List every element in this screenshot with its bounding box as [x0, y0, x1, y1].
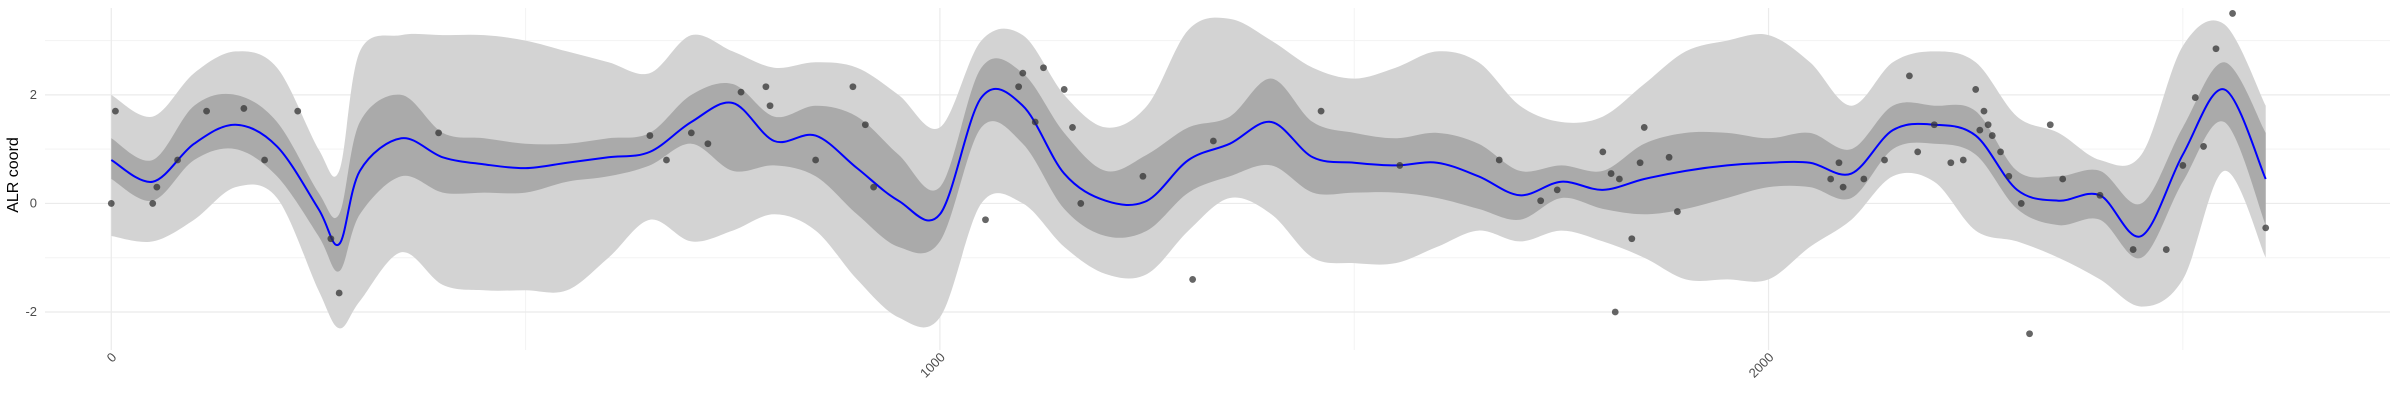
observation-point [1077, 200, 1085, 207]
observation-point [327, 235, 335, 243]
observation-point [1031, 118, 1039, 126]
y-tick-label: 0 [30, 195, 37, 210]
observation-point [1317, 107, 1325, 115]
observation-point [2017, 200, 2025, 207]
observation-point [149, 200, 157, 207]
observation-point [1947, 159, 1955, 167]
observation-point [2162, 246, 2170, 253]
observation-point [1611, 308, 1619, 316]
observation-point [1019, 69, 1027, 77]
observation-point [1860, 175, 1868, 183]
observation-point [1640, 124, 1648, 131]
observation-point [849, 83, 857, 91]
observation-point [153, 183, 161, 191]
observation-point [2059, 175, 2067, 183]
observation-point [1980, 107, 1988, 115]
observation-point [1553, 186, 1561, 194]
mean-line [110, 87, 2267, 247]
observation-point [861, 121, 869, 129]
observation-point [1988, 132, 1996, 139]
observation-point [107, 200, 115, 207]
observation-point [1976, 126, 1984, 134]
observation-point [2046, 121, 2054, 129]
point-layer [107, 10, 2270, 338]
observation-point [1607, 170, 1615, 177]
observation-point [1881, 156, 1888, 164]
x-tick-label: 0 [104, 350, 120, 366]
observation-point [2262, 224, 2270, 232]
observation-point [687, 129, 695, 137]
observation-point [1905, 72, 1913, 80]
observation-point [2212, 45, 2220, 53]
observation-point [762, 83, 770, 91]
observation-point [1914, 148, 1922, 156]
observation-point [2096, 191, 2104, 199]
observation-point [203, 107, 210, 115]
observation-point [812, 156, 820, 164]
observation-point [704, 140, 712, 148]
observation-point [982, 216, 989, 224]
observation-point [1209, 137, 1217, 145]
observation-point [1189, 276, 1197, 283]
observation-point [1015, 83, 1023, 91]
observation-point [1835, 159, 1843, 167]
observation-point [1040, 64, 1047, 72]
observation-point [2191, 94, 2199, 101]
observation-point [1636, 159, 1644, 167]
observation-point [1495, 156, 1503, 164]
observation-point [1827, 175, 1835, 183]
observation-point [1984, 121, 1992, 129]
observation-point [2129, 246, 2137, 253]
band-layer [111, 17, 2266, 329]
observation-point [112, 107, 119, 115]
observation-point [261, 156, 268, 164]
observation-point [1069, 124, 1076, 131]
observation-point [1615, 175, 1623, 183]
observation-point [2179, 162, 2187, 169]
observation-point [737, 88, 745, 96]
x-tick-label: 2000 [1746, 350, 1777, 381]
line-layer [110, 87, 2267, 247]
observation-point [2026, 330, 2033, 338]
observation-point [1628, 235, 1636, 243]
observation-point [1997, 148, 2004, 156]
observation-point [1959, 156, 1967, 164]
observation-point [766, 102, 774, 110]
observation-point [240, 105, 248, 112]
observation-point [1930, 121, 1938, 129]
observation-point [294, 107, 302, 115]
observation-point [435, 129, 442, 137]
y-tick-label: -2 [25, 304, 37, 319]
observation-point [2005, 172, 2013, 180]
observation-point [1665, 153, 1673, 161]
observation-point [1673, 208, 1681, 215]
observation-point [174, 156, 181, 164]
observation-point [1839, 183, 1847, 191]
observation-point [1972, 86, 1980, 93]
x-tick-label: 1000 [917, 350, 948, 381]
observation-point [1060, 86, 1068, 93]
observation-point [2229, 10, 2236, 17]
observation-point [1139, 172, 1147, 180]
observation-point [870, 183, 878, 191]
observation-point [663, 156, 670, 164]
observation-point [1396, 162, 1404, 169]
observation-point [335, 289, 343, 297]
observation-point [1537, 197, 1545, 205]
inner-credible-band [111, 58, 2266, 272]
observation-point [2200, 143, 2207, 150]
observation-point [1599, 148, 1607, 156]
y-tick-label: 2 [30, 87, 37, 102]
y-axis-title: ALR coord [5, 137, 22, 213]
observation-point [646, 132, 654, 139]
